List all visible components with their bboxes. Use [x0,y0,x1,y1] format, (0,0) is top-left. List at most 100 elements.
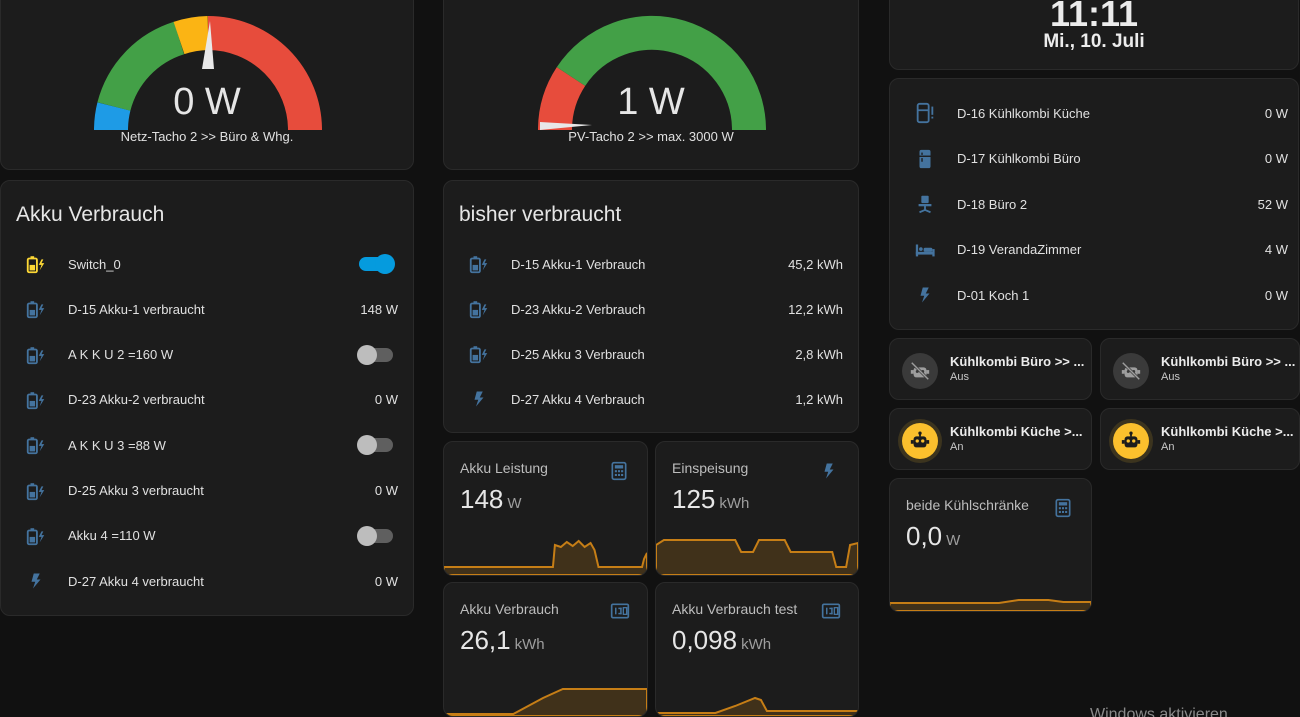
sensor-unit: kWh [719,495,750,512]
entity-label: D-25 Akku 3 verbraucht [68,483,204,498]
gauge-card-netz[interactable]: 0 W Netz-Tacho 2 >> Büro & Whg. [0,0,414,170]
sensor-value: 0,098 kWh [672,625,771,656]
entity-row[interactable]: D-27 Akku 4 Verbrauch 1,2 kWh [444,384,858,414]
robot-off-icon[interactable] [902,353,938,389]
gauge-value: 0 W [173,81,241,123]
fridge-icon [912,146,938,172]
robot-off-icon[interactable] [1113,353,1149,389]
tile-state: Aus [950,371,969,383]
lightning-bolt-icon [23,568,49,594]
sensor-number: 26,1 [460,625,511,655]
entity-value: 0 W [1264,151,1288,166]
entity-row[interactable]: D-25 Akku 3 verbraucht 0 W [1,476,413,506]
entity-row[interactable]: D-18 Büro 2 52 W [890,189,1298,219]
entity-value: 1,2 kWh [795,391,843,407]
entity-row[interactable]: D-19 VerandaZimmer 4 W [890,235,1298,265]
gauge-segment-yellow [173,16,209,55]
battery-charging-icon [23,523,49,549]
sensor-name: Einspeisung [672,460,749,476]
entity-row[interactable]: D-16 Kühlkombi Küche 0 W [890,98,1298,128]
entity-label: D-16 Kühlkombi Küche [957,105,1090,121]
calculator-icon [1053,497,1075,519]
sensor-number: 0,098 [672,625,738,655]
sensor-card-akku-leistung[interactable]: Akku Leistung 148 W [443,441,648,576]
entity-value: 52 W [1257,196,1288,212]
entity-row[interactable]: D-23 Akku-2 verbraucht 0 W [1,385,413,415]
bisher-verbraucht-card: bisher verbraucht D-15 Akku-1 Verbrauch 4… [443,180,859,433]
gauge-dial [537,15,767,131]
entity-row[interactable]: D-27 Akku 4 verbraucht 0 W [1,566,413,596]
battery-charging-icon [466,251,492,277]
tile-state: An [1161,441,1175,453]
entity-value: 0 W [374,392,398,408]
sensor-unit: W [507,495,522,512]
entity-row[interactable]: A K K U 2 =160 W [1,340,413,370]
entity-label: D-18 Büro 2 [957,196,1028,212]
devices-card: D-16 Kühlkombi Küche 0 W D-17 Kühlkombi Bü… [889,78,1299,330]
toggle-knob [357,435,377,456]
entity-row[interactable]: D-15 Akku-1 verbraucht 148 W [1,294,413,324]
sensor-card-einspeisung[interactable]: Einspeisung 125 kWh [655,441,859,576]
entity-value: 0 W [374,573,398,589]
sensor-value: 148 W [460,484,522,515]
entity-label: Akku 4 =110 W [68,528,156,544]
battery-charging-icon [466,296,492,322]
counter-icon [609,601,631,623]
entity-row[interactable]: Switch_0 [1,249,413,279]
toggle-switch[interactable] [357,435,393,456]
tile-kuehlkombi-buero-2[interactable]: Kühlkombi Büro >> ... Aus [1100,338,1300,400]
sensor-name: beide Kühlschränke [906,497,1029,513]
robot-icon[interactable] [1113,423,1149,459]
sensor-number: 148 [460,484,504,514]
toggle-switch[interactable] [357,525,393,546]
gauge-name: Netz-Tacho 2 >> Büro & Whg. [120,129,294,144]
tile-state: An [950,441,964,453]
gauge-needle [202,21,214,69]
sensor-number: 125 [672,484,716,514]
entity-label: D-15 Akku-1 verbraucht [68,301,205,317]
history-graph [656,696,858,716]
sensor-card-akku-verbrauch[interactable]: Akku Verbrauch 26,1 kWh [443,582,648,717]
tile-kuehlkombi-kueche-2[interactable]: Kühlkombi Küche >... An [1100,408,1300,470]
tile-name: Kühlkombi Büro >> ... [950,354,1085,369]
battery-charging-icon [23,478,49,504]
tile-kuehlkombi-buero-1[interactable]: Kühlkombi Büro >> ... Aus [889,338,1092,400]
entity-label: A K K U 3 =88 W [68,437,166,453]
entity-row[interactable]: Akku 4 =110 W [1,521,413,551]
robot-icon[interactable] [902,423,938,459]
desk-chair-icon [912,191,938,217]
bed-icon [912,237,938,263]
entity-label: D-27 Akku 4 Verbrauch [511,391,645,407]
entity-row[interactable]: D-15 Akku-1 Verbrauch 45,2 kWh [444,249,858,279]
calculator-icon [609,460,631,482]
sensor-unit: W [946,532,961,549]
tile-kuehlkombi-kueche-1[interactable]: Kühlkombi Küche >... An [889,408,1092,470]
battery-charging-icon [23,296,49,322]
entity-row[interactable]: D-25 Akku 3 Verbrauch 2,8 kWh [444,339,858,369]
entity-label: Switch_0 [68,256,121,272]
windows-activation-watermark: Windows aktivieren [1090,706,1228,717]
entity-value: 148 W [360,301,398,317]
gauge-value: 1 W [617,81,685,123]
sensor-card-beide-kuehlschraenke[interactable]: beide Kühlschränke 0,0 W [889,478,1092,612]
entity-row[interactable]: D-01 Koch 1 0 W [890,280,1298,310]
toggle-switch[interactable] [357,344,393,365]
entity-value: 0 W [1264,287,1288,303]
entity-label: D-17 Kühlkombi Büro [957,151,1081,166]
sensor-value: 0,0 W [906,521,960,552]
entity-value: 4 W [1264,242,1288,257]
sensor-number: 0,0 [906,521,943,551]
sensor-card-akku-verbrauch-test[interactable]: Akku Verbrauch test 0,098 kWh [655,582,859,717]
toggle-switch[interactable] [359,254,395,274]
sensor-name: Akku Verbrauch [460,601,559,617]
toggle-knob [357,525,377,546]
akku-verbrauch-card: Akku Verbrauch Switch_0 D-15 Akku-1 verbr… [0,180,414,616]
entity-row[interactable]: D-17 Kühlkombi Büro 0 W [890,144,1298,174]
entity-row[interactable]: D-23 Akku-2 Verbrauch 12,2 kWh [444,294,858,324]
gauge-card-pv[interactable]: 1 W PV-Tacho 2 >> max. 3000 W [443,0,859,170]
sensor-name: Akku Verbrauch test [672,601,798,617]
clock-card: 11:11 Mi., 10. Juli [889,0,1299,70]
fridge-alert-icon [912,100,938,126]
entity-row[interactable]: A K K U 3 =88 W [1,430,413,460]
entity-label: D-23 Akku-2 verbraucht [68,392,205,408]
